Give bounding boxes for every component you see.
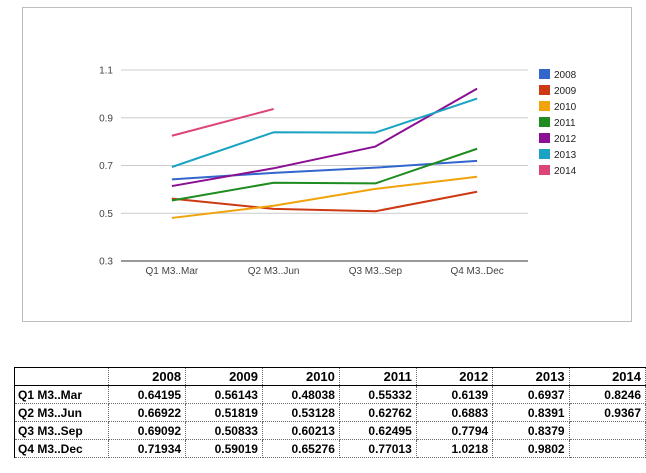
table-cell: 0.62762: [338, 403, 417, 422]
table-cell: 0.6139: [415, 385, 494, 404]
series-line-2010: [171, 175, 478, 219]
column-header: 2010: [261, 367, 340, 386]
x-tick-label: Q4 M3..Dec: [450, 266, 503, 277]
series-line-2012: [171, 87, 478, 188]
legend-label-2011: 2011: [554, 118, 576, 129]
table-row: Q1 M3..Mar 0.64195 0.56143 0.48038 0.553…: [13, 385, 646, 404]
line-chart: 0.3 0.5 0.7 0.9 1.1 Q1 M3..Mar Q2 M3..Jun Q3 M…: [99, 66, 577, 278]
table-cell: 0.77013: [338, 439, 417, 458]
series-lines: [171, 87, 478, 219]
legend-swatch-2010: [539, 101, 550, 111]
table-cell: 0.8379: [492, 421, 570, 440]
legend-swatch-2008: [539, 69, 550, 79]
table-cell: 1.0218: [415, 439, 494, 458]
table-cell: 0.8391: [492, 403, 570, 422]
column-header: 2008: [108, 367, 187, 386]
legend-label-2013: 2013: [554, 150, 577, 161]
x-axis-tick-labels: Q1 M3..Mar Q2 M3..Jun Q3 M3..Sep Q4 M3..Dec: [145, 266, 503, 277]
x-tick-label: Q3 M3..Sep: [349, 266, 403, 277]
chart-container: 0.3 0.5 0.7 0.9 1.1 Q1 M3..Mar Q2 M3..Jun Q3 M…: [22, 7, 632, 322]
data-table: 2008 2009 2010 2011 2012 2013 2014 Q1 M3…: [13, 367, 646, 458]
table-cell: 0.71934: [108, 439, 187, 458]
legend-label-2010: 2010: [554, 102, 577, 113]
x-tick-label: Q1 M3..Mar: [145, 266, 198, 277]
column-header: 2014: [568, 367, 646, 386]
legend-swatch-2011: [539, 117, 550, 127]
table-cell: 0.9367: [568, 403, 646, 422]
legend-swatch-2009: [539, 85, 550, 95]
row-label: Q4 M3..Dec: [13, 439, 110, 458]
y-tick-label: 0.3: [99, 257, 113, 268]
legend-label-2009: 2009: [554, 86, 577, 97]
legend-label-2012: 2012: [554, 134, 577, 145]
table-header-row: 2008 2009 2010 2011 2012 2013 2014: [13, 367, 646, 386]
series-line-2009: [171, 190, 478, 213]
table-cell: 0.60213: [261, 421, 340, 440]
y-tick-label: 0.5: [99, 209, 113, 220]
table-cell: 0.6937: [492, 385, 570, 404]
table-cell: 0.51819: [185, 403, 263, 422]
x-tick-label: Q2 M3..Jun: [248, 266, 300, 277]
table-cell: 0.56143: [185, 385, 263, 404]
column-header: 2012: [415, 367, 494, 386]
row-label: Q3 M3..Sep: [13, 421, 110, 440]
table-cell: 0.66922: [108, 403, 187, 422]
table-cell: 0.64195: [108, 385, 187, 404]
table-cell: 0.48038: [261, 385, 340, 404]
table-row: Q3 M3..Sep 0.69092 0.50833 0.60213 0.624…: [13, 421, 646, 440]
table-cell: 0.53128: [261, 403, 340, 422]
legend-swatch-2014: [539, 165, 550, 175]
column-header: 2009: [185, 367, 263, 386]
row-label: Q2 M3..Jun: [13, 403, 110, 422]
table-cell: 0.7794: [415, 421, 494, 440]
legend: 2008 2009 2010 2011 2012 2013 2014: [539, 69, 577, 177]
y-axis-tick-labels: 0.3 0.5 0.7 0.9 1.1: [99, 66, 113, 268]
table-row: Q4 M3..Dec 0.71934 0.59019 0.65276 0.770…: [13, 439, 646, 458]
table-cell: 0.59019: [185, 439, 263, 458]
series-line-2013: [171, 97, 478, 168]
table-corner-cell: [13, 367, 110, 386]
table-cell: 0.8246: [568, 385, 646, 404]
legend-swatch-2012: [539, 133, 550, 143]
table-cell: 0.6883: [415, 403, 494, 422]
legend-label-2014: 2014: [554, 166, 577, 177]
legend-swatch-2013: [539, 149, 550, 159]
legend-label-2008: 2008: [554, 70, 577, 81]
column-header: 2011: [338, 367, 417, 386]
table-cell: 0.55332: [338, 385, 417, 404]
table-cell: 0.9802: [492, 439, 570, 458]
table-cell: 0.69092: [108, 421, 187, 440]
series-line-2011: [171, 147, 478, 202]
table-cell: 0.50833: [185, 421, 263, 440]
y-tick-label: 1.1: [99, 66, 113, 77]
table-cell: 0.62495: [338, 421, 417, 440]
series-line-2014: [171, 108, 274, 137]
y-tick-label: 0.7: [99, 161, 113, 172]
series-line-2008: [171, 159, 478, 181]
table-row: Q2 M3..Jun 0.66922 0.51819 0.53128 0.627…: [13, 403, 646, 422]
y-tick-label: 0.9: [99, 113, 113, 124]
gridlines: [121, 69, 528, 262]
row-label: Q1 M3..Mar: [13, 385, 110, 404]
table-cell: 0.65276: [261, 439, 340, 458]
column-header: 2013: [492, 367, 570, 386]
table-cell: [568, 421, 646, 440]
table-cell: [568, 439, 646, 458]
